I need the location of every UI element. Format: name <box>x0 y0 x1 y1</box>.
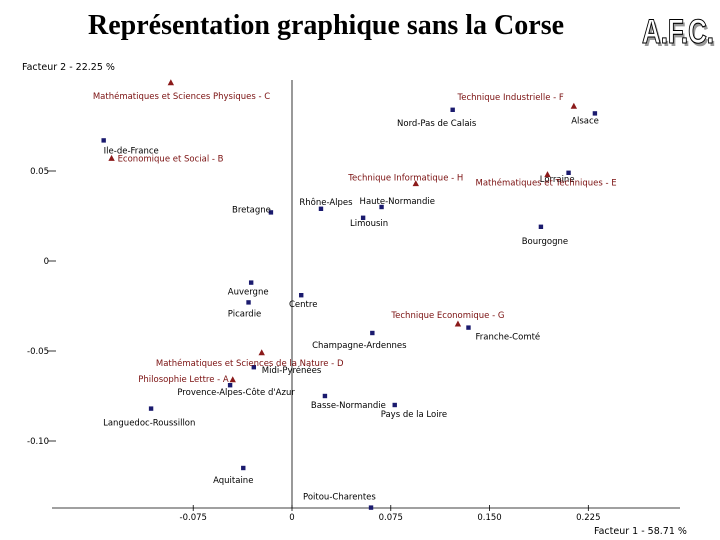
region-point <box>592 111 598 116</box>
region-point <box>241 465 246 471</box>
y-tick-label: -0.05 <box>27 347 49 357</box>
x-tick-label: 0 <box>289 513 294 523</box>
region-point <box>268 210 274 215</box>
region-label: Lorraine <box>540 175 575 185</box>
x-axis-label: Facteur 1 - 58.71 % <box>594 526 687 537</box>
formation-point <box>108 154 115 161</box>
region-label: Ile-de-France <box>104 146 159 156</box>
region-point <box>251 365 257 370</box>
region-point <box>227 383 233 388</box>
region-label: Rhône-Alpes <box>299 197 353 208</box>
region-point <box>322 393 328 399</box>
region-point <box>466 325 471 330</box>
region-point <box>566 170 571 175</box>
region-label: Midi-Pyrénées <box>262 365 322 376</box>
formation-label: Mathématiques et Sciences de la Nature -… <box>156 358 344 369</box>
region-point <box>248 280 254 285</box>
y-axis-label: Facteur 2 - 22.25 % <box>22 62 115 73</box>
formation-label: Philosophie Lettre - A <box>138 375 229 385</box>
formation-point <box>454 320 462 327</box>
region-point <box>246 300 251 305</box>
formation-point <box>167 79 175 86</box>
logo-shadow-text: A.F.C. <box>644 16 716 52</box>
region-label: Auvergne <box>228 288 269 298</box>
chart-title: Représentation graphique sans la Corse <box>88 10 565 41</box>
marks-group: Nord-Pas de Calais Alsace Ile-de-France Lor… <box>93 79 617 510</box>
region-label: Picardie <box>228 309 262 319</box>
region-label: Nord-Pas de Calais <box>397 119 477 129</box>
region-label: Bretagne <box>232 205 271 215</box>
formation-label: Mathématiques et Techniques - E <box>475 178 616 189</box>
region-label: Alsace <box>571 116 599 126</box>
x-tick-label: 0.075 <box>379 513 403 523</box>
x-tick-label: 0.150 <box>477 513 501 523</box>
region-point <box>148 406 154 411</box>
logo-text: A.F.C. <box>642 13 714 51</box>
x-tick-label: 0.225 <box>576 513 600 523</box>
region-label: Bourgogne <box>522 237 568 247</box>
formation-label: Technique Economique - G <box>390 311 504 321</box>
region-label: Limousin <box>350 219 388 229</box>
region-point <box>101 138 106 143</box>
x-tick-label: -0.075 <box>180 513 207 523</box>
y-tick-label: 0.05 <box>30 167 49 177</box>
formation-point <box>544 171 551 178</box>
region-point <box>368 505 374 510</box>
region-label: Franche-Comté <box>475 332 540 343</box>
formation-label: Mathématiques et Sciences Physiques - C <box>93 91 270 102</box>
ticks-group: -0.075 0 0.075 0.150 0.225 0.05 0 -0.05 -0.10 <box>27 167 600 523</box>
region-point <box>379 204 384 210</box>
formation-point <box>229 376 236 383</box>
region-label: Poitou-Charentes <box>303 493 376 503</box>
region-label: Centre <box>289 300 317 310</box>
region-label: Pays de la Loire <box>381 410 447 420</box>
region-label: Haute-Normandie <box>360 197 435 207</box>
afc-logo-icon: A.F.C. A.F.C. <box>641 12 716 52</box>
region-label: Basse-Normandie <box>311 401 386 411</box>
y-tick-label: 0 <box>44 257 49 267</box>
formation-label: Technique Industrielle - F <box>456 93 563 103</box>
region-point <box>392 402 397 408</box>
region-point <box>299 293 304 298</box>
region-label: Aquitaine <box>213 476 253 486</box>
region-label: Languedoc-Roussillon <box>103 419 195 429</box>
axes-group <box>52 80 680 509</box>
region-point <box>538 224 544 229</box>
formation-point <box>412 180 419 187</box>
formation-point <box>258 349 265 356</box>
y-tick-label: -0.10 <box>27 437 49 447</box>
formation-point <box>570 102 578 109</box>
region-point <box>450 107 455 112</box>
region-point <box>318 206 324 211</box>
region-label: Champagne-Ardennes <box>312 341 407 351</box>
region-label: Provence-Alpes-Côte d'Azur <box>177 387 295 398</box>
region-point <box>360 215 366 220</box>
formation-label: Economique et Social - B <box>118 154 224 164</box>
region-point <box>370 330 375 336</box>
formation-label: Technique Informatique - H <box>347 174 463 184</box>
